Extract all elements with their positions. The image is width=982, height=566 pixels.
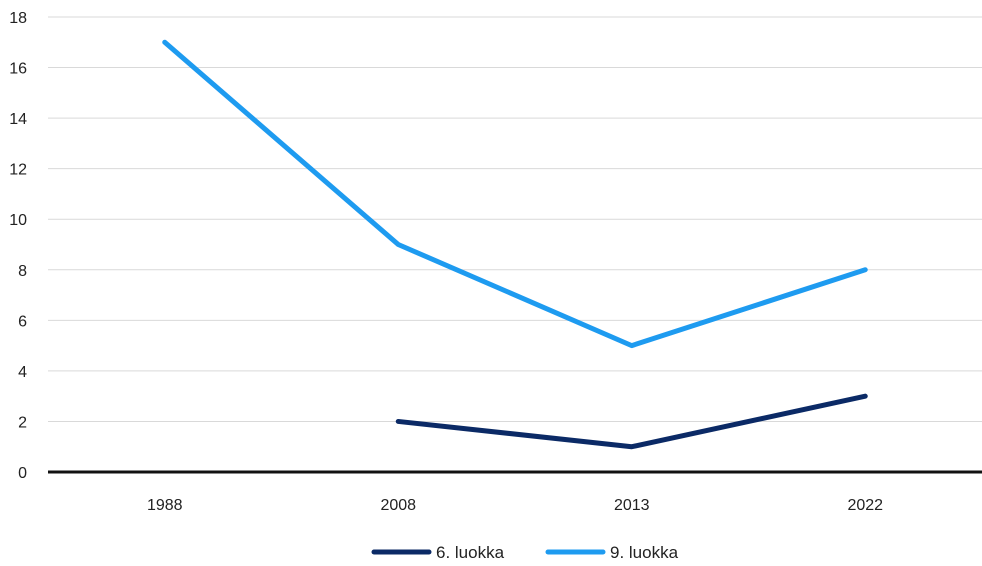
y-tick-label: 14 [9, 111, 27, 128]
legend-label: 6. luokka [436, 543, 505, 562]
y-tick-label: 2 [18, 414, 27, 431]
legend-label: 9. luokka [610, 543, 679, 562]
gridlines [48, 16, 982, 422]
y-tick-label: 8 [18, 263, 27, 280]
x-tick-label: 2008 [380, 497, 416, 514]
y-axis-ticks: 0 2 4 6 8 10 12 14 16 18 [9, 10, 27, 482]
x-axis-ticks: 1988 2008 2013 2022 [147, 497, 883, 514]
x-tick-label: 1988 [147, 497, 183, 514]
y-tick-label: 18 [9, 10, 27, 27]
y-tick-label: 16 [9, 61, 27, 78]
series-line [162, 39, 868, 349]
y-tick-label: 0 [18, 465, 27, 482]
legend: 6. luokka 9. luokka [371, 543, 679, 562]
y-tick-label: 6 [18, 313, 27, 330]
series-line [395, 393, 868, 450]
x-tick-label: 2022 [847, 497, 883, 514]
y-tick-label: 12 [9, 162, 27, 179]
y-tick-label: 10 [9, 212, 27, 229]
series-lines [162, 39, 868, 450]
y-tick-label: 4 [18, 364, 27, 381]
x-tick-label: 2013 [614, 497, 650, 514]
